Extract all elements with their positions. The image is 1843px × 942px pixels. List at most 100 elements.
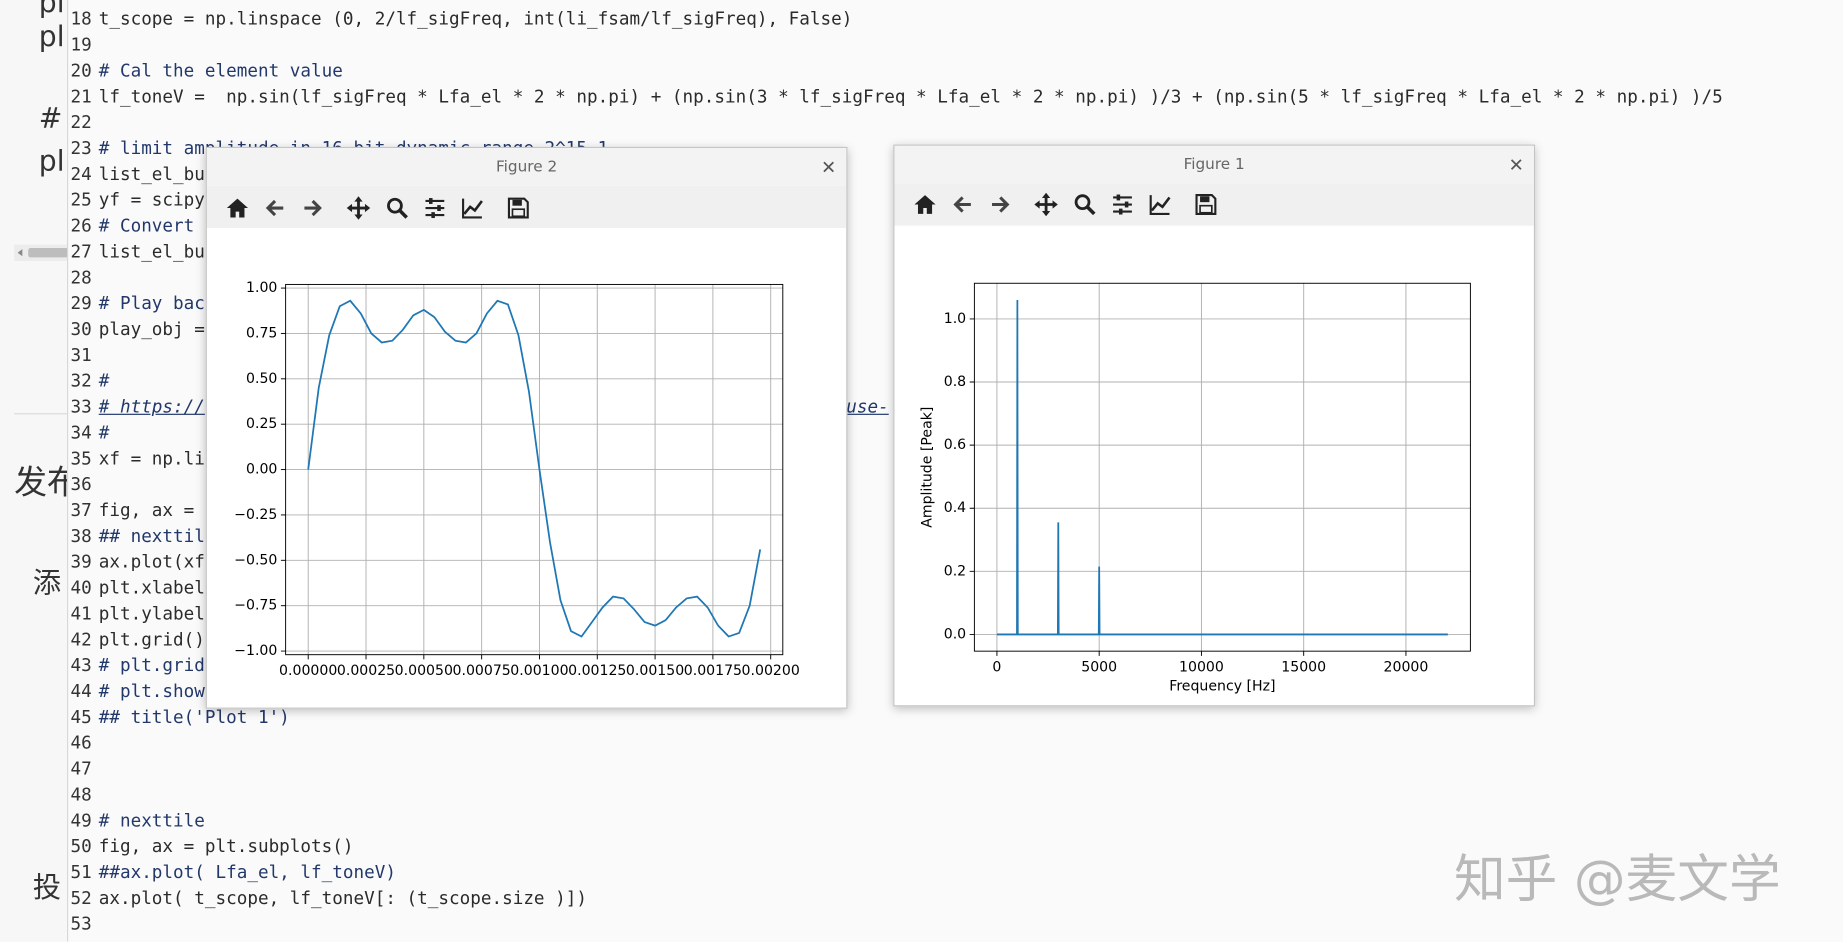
line-number: 31: [70, 344, 92, 366]
figure-window[interactable]: Figure 1 0 5000 10000 15000 20000 0.0 0.2 0.4 0.…: [893, 144, 1536, 707]
figure-window[interactable]: Figure 2 0.00000 0.00025 0.00050 0.00075 0.0…: [205, 146, 848, 709]
x-tick-label: 10000: [1179, 660, 1224, 676]
close-button[interactable]: [823, 161, 834, 173]
line-number: 30: [70, 318, 92, 340]
y-tick-label: 0.25: [246, 416, 277, 432]
line-number: 45: [70, 706, 92, 728]
code-line: #: [98, 421, 110, 444]
title-bar[interactable]: [894, 145, 1534, 184]
data-line: [996, 299, 1448, 636]
line-number: 29: [70, 292, 92, 314]
code-line: ##ax.plot( Lfa_el, lf_toneV): [98, 861, 396, 883]
line-number: 24: [70, 163, 92, 185]
code-line: play_obj =: [98, 318, 205, 340]
y-tick-label: 0.8: [944, 374, 966, 390]
code-line: plt.ylabel: [98, 602, 205, 625]
x-tick-label: 0.00150: [626, 663, 684, 679]
y-tick-label: 0.4: [944, 500, 966, 516]
code-line: plt.grid(): [98, 628, 205, 650]
x-tick-label: 0: [992, 660, 1001, 676]
scroll-arrow[interactable]: [17, 249, 23, 257]
x-tick-label: 0.00025: [337, 663, 395, 679]
code-line: # Cal the element value: [98, 59, 343, 82]
code-line: t_scope = np.linspace (0, 2/lf_sigFreq, …: [98, 8, 853, 30]
code-line: list_el_bu: [98, 240, 205, 263]
title-bar[interactable]: [206, 148, 847, 186]
code-line: list_el_bu: [98, 163, 205, 185]
y-tick-label: 0.50: [246, 371, 277, 387]
x-tick-label: 0.00200: [742, 663, 800, 679]
scrollbar-thumb[interactable]: [28, 248, 69, 258]
y-tick-label: −0.50: [234, 552, 277, 568]
page-text: 添: [32, 566, 62, 600]
y-tick-label: 1.00: [246, 280, 277, 296]
code-line: xf = np.li: [98, 447, 205, 469]
y-tick-label: −0.25: [234, 507, 277, 523]
axes-frame: [285, 283, 784, 656]
line-number: 27: [70, 240, 92, 263]
code-line: # Convert: [98, 215, 195, 237]
subplots-button[interactable]: [1112, 193, 1133, 216]
page-decor: [14, 244, 69, 415]
x-tick-label: 20000: [1384, 660, 1429, 676]
subplots-button[interactable]: [424, 196, 446, 220]
code-line: yf = scipy: [98, 189, 205, 211]
watermark: 知乎 @麦文学: [1453, 849, 1781, 910]
code-line: # nexttile: [98, 809, 205, 831]
page-text: pl: [38, 0, 65, 19]
line-number: 19: [70, 34, 92, 56]
code-line: # plt.grid: [98, 654, 205, 676]
code-line: ax.plot(xf: [98, 551, 205, 573]
line-number: 23: [70, 137, 92, 159]
toolbar: [206, 185, 847, 229]
line-number: 36: [70, 473, 92, 495]
code-line: plt.xlabel: [98, 577, 205, 599]
line-number: 20: [70, 59, 92, 82]
page-text: 投: [32, 870, 62, 904]
line-number: 46: [70, 732, 92, 754]
line-number: 51: [70, 861, 92, 883]
x-tick-label: 15000: [1281, 660, 1326, 676]
line-number: 49: [70, 809, 92, 831]
data-line: [307, 299, 762, 638]
line-number: 32: [70, 370, 92, 392]
x-tick-label: 0.00100: [510, 663, 568, 679]
x-tick-label: 5000: [1081, 660, 1117, 676]
x-tick-label: 0.00000: [279, 663, 337, 679]
line-number: 48: [70, 783, 92, 806]
toolbar: [894, 183, 1534, 226]
code-fragment: use-: [846, 396, 889, 418]
line-number: 22: [70, 111, 92, 133]
y-tick-label: 0.2: [944, 563, 966, 579]
x-tick-label: 0.00175: [684, 663, 742, 679]
line-number: 53: [70, 913, 92, 935]
y-tick-label: 0.6: [944, 437, 966, 453]
line-number: 44: [70, 680, 92, 702]
line-number: 50: [70, 835, 92, 857]
code-line: fig, ax = plt.subplots(): [98, 835, 354, 857]
close-button[interactable]: [1510, 159, 1522, 170]
line-number: 37: [70, 499, 92, 521]
x-tick-label: 0.00050: [395, 663, 453, 679]
code-line: ## nexttil: [98, 525, 205, 547]
y-tick-label: 0.00: [246, 462, 277, 478]
y-axis-label: Amplitude [Peak]: [919, 407, 935, 528]
line-number: 34: [70, 421, 92, 444]
code-line: # plt.show: [98, 680, 205, 702]
page-text: #: [38, 102, 63, 136]
line-number: 47: [70, 758, 92, 780]
y-tick-label: 1.0: [944, 311, 966, 327]
y-tick-label: 0.0: [944, 626, 966, 642]
code-line: lf_toneV = np.sin(lf_sigFreq * Lfa_el * …: [98, 85, 1723, 107]
y-tick-label: −0.75: [234, 598, 277, 614]
page-text: pl: [38, 144, 65, 178]
line-number: 28: [70, 266, 92, 288]
code-line: #: [98, 370, 110, 392]
line-number: 40: [70, 577, 92, 599]
line-number: 39: [70, 551, 92, 573]
line-number: 25: [70, 189, 92, 211]
line-number: 38: [70, 525, 92, 547]
line-number: 26: [70, 215, 92, 237]
